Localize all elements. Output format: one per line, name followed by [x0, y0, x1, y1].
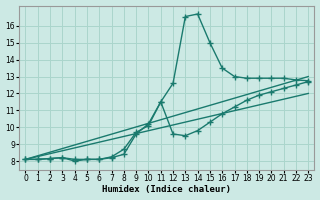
- X-axis label: Humidex (Indice chaleur): Humidex (Indice chaleur): [102, 185, 231, 194]
